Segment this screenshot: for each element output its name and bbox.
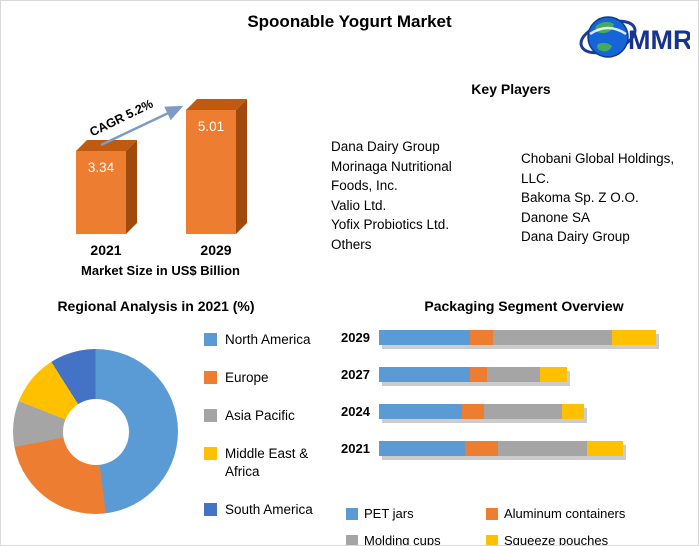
legend-item: South America xyxy=(204,501,322,519)
legend-label: Molding cups xyxy=(364,533,441,546)
legend-label: Middle East & Africa xyxy=(225,446,309,479)
legend-item: Middle East & Africa xyxy=(204,445,322,481)
bar-segment-aluminum-containers xyxy=(470,366,488,382)
stacked-bar-row: 2027 xyxy=(341,366,686,382)
bar-year-label: 2027 xyxy=(341,366,370,382)
legend-item: Aluminum containers xyxy=(486,506,681,521)
legend-item: Europe xyxy=(204,369,322,387)
legend-item: Asia Pacific xyxy=(204,407,322,425)
bar-year-label: 2029 xyxy=(341,329,370,345)
legend-label: North America xyxy=(225,332,311,347)
legend-label: Asia Pacific xyxy=(225,408,295,423)
bar-year-label: 2021 xyxy=(341,440,370,456)
market-bar-chart: 3.34 2021 5.01 2029 xyxy=(76,99,247,258)
stacked-bar xyxy=(379,403,584,419)
bar-segment-molding-cups xyxy=(498,440,587,456)
bar-segment-squeeze-pouches xyxy=(561,403,584,419)
regional-legend: North America Europe Asia Pacific Middle Ea… xyxy=(204,331,322,539)
key-players-heading: Key Players xyxy=(471,81,551,97)
bar-segment-molding-cups xyxy=(487,366,540,382)
legend-color-chip xyxy=(346,507,358,520)
packaging-bars: 2029 2027 2024 2021 xyxy=(341,329,686,477)
donut-hole xyxy=(62,398,129,465)
legend-item: PET jars xyxy=(346,506,486,521)
legend-color-chip xyxy=(486,534,498,545)
page-title: Spoonable Yogurt Market xyxy=(247,12,452,31)
packaging-legend: PET jars Aluminum containers Molding cups S… xyxy=(346,506,681,546)
market-chart-caption: Market Size in US$ Billion xyxy=(81,263,240,278)
legend-color-chip xyxy=(204,371,217,384)
stacked-bar-row: 2024 xyxy=(341,403,686,419)
legend-color-chip xyxy=(204,503,217,516)
mmr-logo: MMR xyxy=(579,16,690,58)
legend-item: Molding cups xyxy=(346,533,486,546)
logo-text: MMR xyxy=(628,25,690,55)
svg-text:3.34: 3.34 xyxy=(88,160,115,175)
stacked-bar xyxy=(379,366,568,382)
stacked-bar xyxy=(379,440,623,456)
bar-segment-squeeze-pouches xyxy=(611,329,656,345)
legend-color-chip xyxy=(204,333,217,346)
regional-donut-chart xyxy=(13,349,178,514)
legend-label: Squeeze pouches xyxy=(504,533,609,546)
packaging-chart-title: Packaging Segment Overview xyxy=(424,298,624,314)
key-players-column-2: Chobani Global Holdings, LLC. Bakoma Sp.… xyxy=(521,151,675,244)
stacked-bar xyxy=(379,329,656,345)
legend-label: Aluminum containers xyxy=(504,506,626,521)
bar-segment-pet-jars xyxy=(379,329,471,345)
bar-segment-aluminum-containers xyxy=(462,403,485,419)
stacked-bar-row: 2029 xyxy=(341,329,686,345)
bar-segment-pet-jars xyxy=(379,366,471,382)
legend-label: South America xyxy=(225,502,313,517)
svg-text:2029: 2029 xyxy=(200,242,231,257)
bar-segment-pet-jars xyxy=(379,403,463,419)
key-players-column-1: Dana Dairy Group Morinaga Nutritional Fo… xyxy=(331,139,452,252)
regional-chart-title: Regional Analysis in 2021 (%) xyxy=(57,298,255,314)
bar-segment-squeeze-pouches xyxy=(539,366,568,382)
legend-item: North America xyxy=(204,331,322,349)
bar-segment-molding-cups xyxy=(484,403,562,419)
bar-segment-molding-cups xyxy=(492,329,612,345)
legend-color-chip xyxy=(346,534,358,545)
market-size-chart: 3.34 2021 5.01 2029 CAGR 5.2% Market Size i… xyxy=(53,87,268,287)
legend-color-chip xyxy=(204,409,217,422)
legend-color-chip xyxy=(486,507,498,520)
bar-year-label: 2024 xyxy=(341,403,370,419)
legend-label: Europe xyxy=(225,370,269,385)
bar-segment-aluminum-containers xyxy=(464,440,499,456)
svg-text:5.01: 5.01 xyxy=(198,119,224,134)
legend-color-chip xyxy=(204,447,217,460)
svg-text:2021: 2021 xyxy=(90,242,121,257)
stacked-bar-row: 2021 xyxy=(341,440,686,456)
bar-segment-pet-jars xyxy=(379,440,465,456)
legend-label: PET jars xyxy=(364,506,414,521)
bar-segment-aluminum-containers xyxy=(470,329,493,345)
legend-item: Squeeze pouches xyxy=(486,533,681,546)
bar-segment-squeeze-pouches xyxy=(586,440,623,456)
